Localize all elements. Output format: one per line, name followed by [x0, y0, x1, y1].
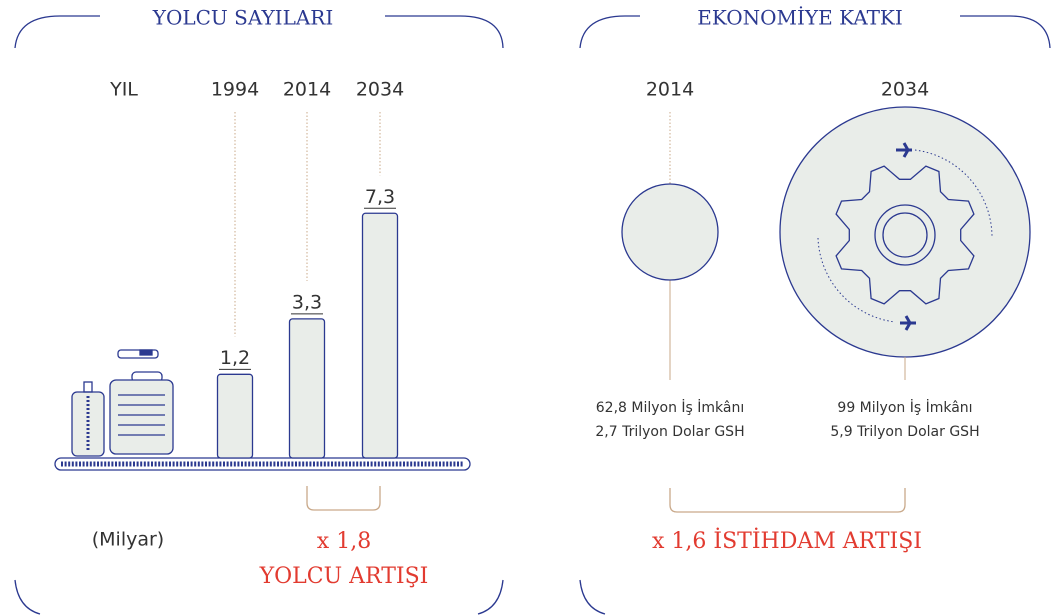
bar — [361, 212, 399, 459]
detail-text: 99 Milyon İş İmkânı — [837, 398, 972, 416]
bar — [216, 373, 254, 459]
detail-text: 2,7 Trilyon Dolar GSH — [595, 424, 744, 440]
detail-text: 5,9 Trilyon Dolar GSH — [830, 424, 979, 440]
x-tick-label: 2034 — [356, 79, 404, 101]
value-label: 7,3 — [365, 186, 395, 208]
plane — [900, 315, 916, 331]
bracket — [669, 488, 906, 513]
gear — [835, 165, 975, 305]
unit-label: (Milyar) — [92, 529, 164, 551]
annotation: YOLCU ARTIŞI — [259, 564, 429, 589]
orbit — [914, 149, 993, 239]
value-label: 3,3 — [292, 291, 322, 313]
plane — [896, 142, 912, 158]
luggage — [71, 349, 174, 457]
detail-text: 62,8 Milyon İş İmkânı — [596, 398, 745, 416]
left-frame — [14, 15, 504, 615]
x-tick-label: 1994 — [211, 79, 259, 101]
orbit — [817, 237, 896, 323]
year-label: 2034 — [881, 79, 929, 101]
value-label: 1,2 — [220, 347, 250, 369]
bracket — [306, 486, 381, 511]
right-title: EKONOMİYE KATKI — [697, 6, 903, 30]
multiplier: x 1,8 — [317, 529, 371, 554]
x-tick-label: 2014 — [283, 79, 331, 101]
bar — [288, 318, 326, 459]
circle-2014 — [621, 183, 719, 281]
gear-hub — [874, 204, 936, 266]
year-label: 2014 — [646, 79, 694, 101]
conveyor — [54, 457, 471, 471]
gear-hub — [882, 212, 928, 258]
annotation: x 1,6 İSTİHDAM ARTIŞI — [652, 527, 922, 554]
right-frame — [579, 15, 1051, 615]
category-label: YIL — [109, 79, 138, 101]
left-title: YOLCU SAYILARI — [152, 6, 334, 30]
